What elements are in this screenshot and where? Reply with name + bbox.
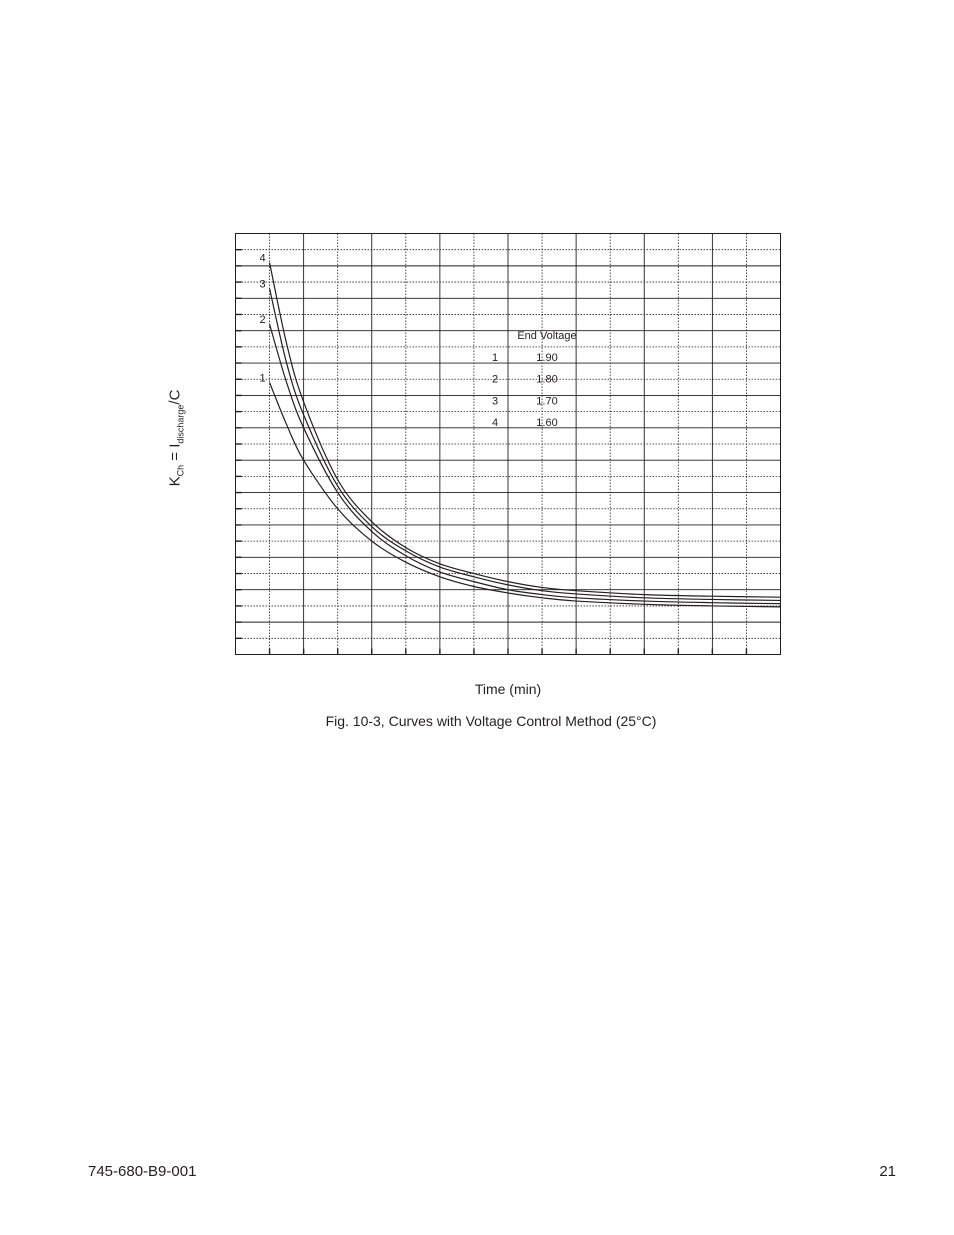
legend-title: End Voltage: [517, 330, 576, 342]
y-axis-label: KCh = Idischarge/C: [166, 389, 186, 487]
document-number: 745-680-B9-001: [88, 1163, 197, 1180]
legend-item-number: 4: [492, 417, 498, 429]
legend-item-voltage: 1.80: [536, 374, 557, 386]
curve-label-3: 3: [259, 279, 265, 291]
curve-2: [268, 324, 781, 605]
curve-label-2: 2: [259, 314, 265, 326]
curves: [268, 262, 781, 608]
curve-labels: 1 2 3 4: [259, 253, 265, 385]
legend-item-number: 2: [492, 374, 498, 386]
page-number: 21: [879, 1163, 896, 1180]
legend-item-number: 3: [492, 395, 498, 407]
x-axis-label: Time (min): [474, 681, 542, 697]
legend-item-voltage: 1.90: [536, 352, 557, 364]
curve-3: [268, 288, 781, 602]
legend: End Voltage 1 1.90 2 1.80 3 1.70 4 1.60: [492, 330, 577, 429]
legend-item-voltage: 1.70: [536, 395, 557, 407]
axis-ticks: [235, 248, 748, 655]
curve-label-4: 4: [259, 253, 265, 265]
plot-frame: [235, 233, 781, 655]
grid: [235, 233, 781, 655]
curve-label-1: 1: [259, 372, 265, 384]
legend-item-voltage: 1.60: [536, 417, 557, 429]
legend-item-number: 1: [492, 352, 498, 364]
figure-caption: Fig. 10-3, Curves with Voltage Control M…: [325, 713, 657, 729]
curve-4: [268, 262, 781, 598]
curve-1: [269, 382, 781, 608]
